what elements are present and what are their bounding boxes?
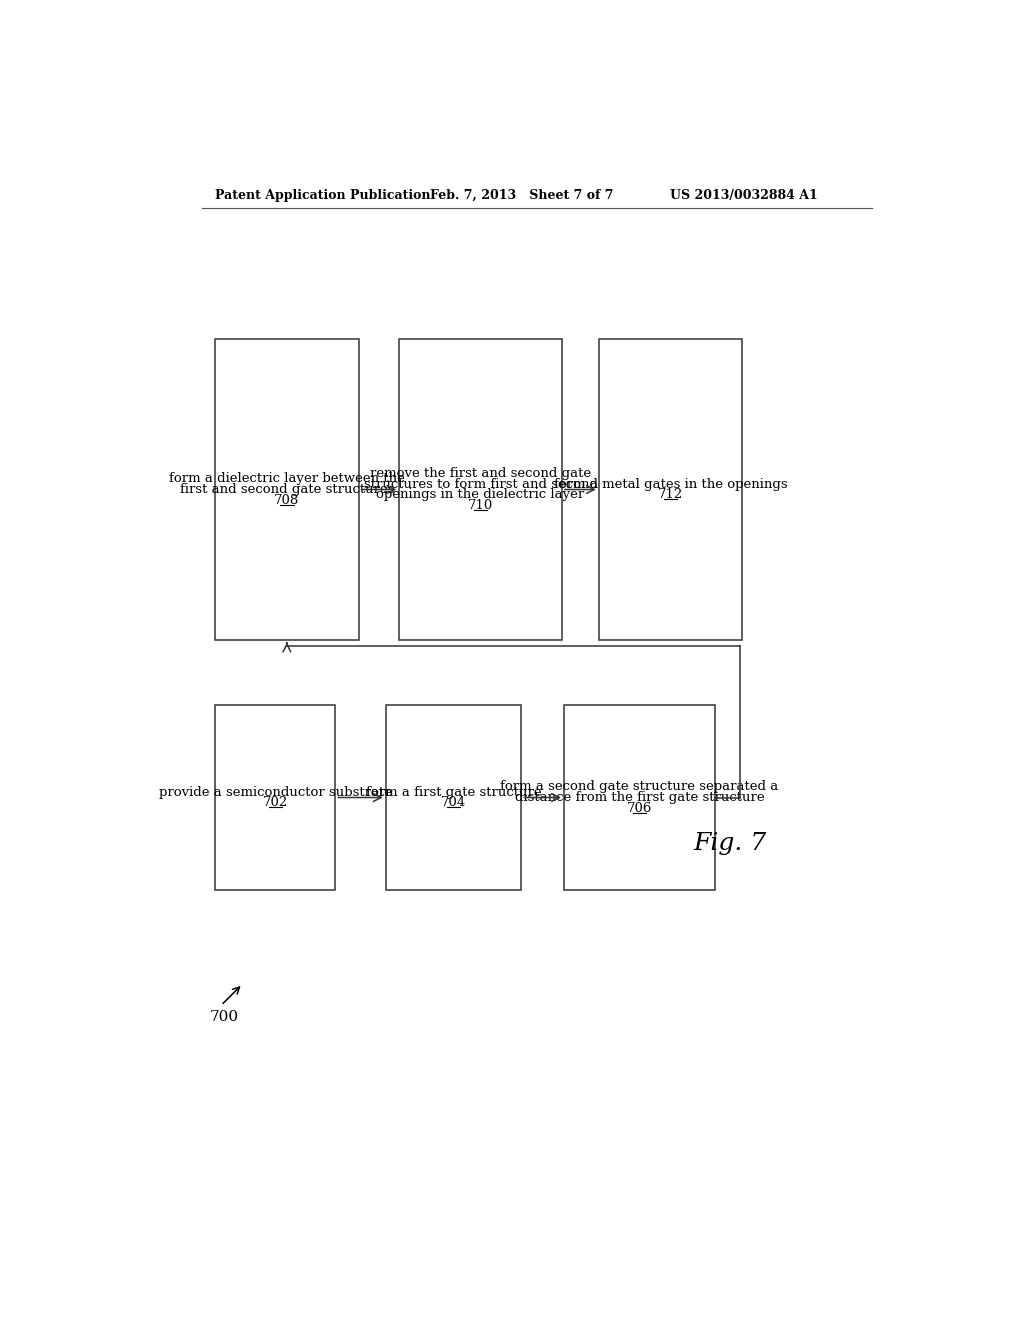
Text: form a first gate structure: form a first gate structure xyxy=(366,785,542,799)
Text: openings in the dielectric layer: openings in the dielectric layer xyxy=(377,488,585,502)
Text: first and second gate structures: first and second gate structures xyxy=(179,483,394,496)
Text: 700: 700 xyxy=(209,1010,239,1024)
Bar xyxy=(399,339,562,640)
Text: form a second gate structure separated a: form a second gate structure separated a xyxy=(501,780,778,793)
Text: remove the first and second gate: remove the first and second gate xyxy=(370,466,591,479)
Bar xyxy=(386,705,521,890)
Text: US 2013/0032884 A1: US 2013/0032884 A1 xyxy=(671,189,818,202)
Bar xyxy=(599,339,742,640)
Text: 704: 704 xyxy=(441,796,466,809)
Text: Patent Application Publication: Patent Application Publication xyxy=(215,189,430,202)
Text: 712: 712 xyxy=(657,488,683,502)
Text: 702: 702 xyxy=(262,796,288,809)
Text: Fig. 7: Fig. 7 xyxy=(693,832,767,855)
Text: structures to form first and second: structures to form first and second xyxy=(364,478,598,491)
Text: distance from the first gate structure: distance from the first gate structure xyxy=(515,791,764,804)
Text: form a dielectric layer between the: form a dielectric layer between the xyxy=(169,473,404,484)
Bar xyxy=(215,339,358,640)
Text: 706: 706 xyxy=(627,803,652,814)
Bar xyxy=(215,705,335,890)
Text: provide a semiconductor substrate: provide a semiconductor substrate xyxy=(159,785,392,799)
Bar xyxy=(564,705,715,890)
Text: form a metal gates in the openings: form a metal gates in the openings xyxy=(554,478,787,491)
Text: 708: 708 xyxy=(274,494,299,507)
Text: Feb. 7, 2013   Sheet 7 of 7: Feb. 7, 2013 Sheet 7 of 7 xyxy=(430,189,613,202)
Text: 710: 710 xyxy=(468,499,494,512)
